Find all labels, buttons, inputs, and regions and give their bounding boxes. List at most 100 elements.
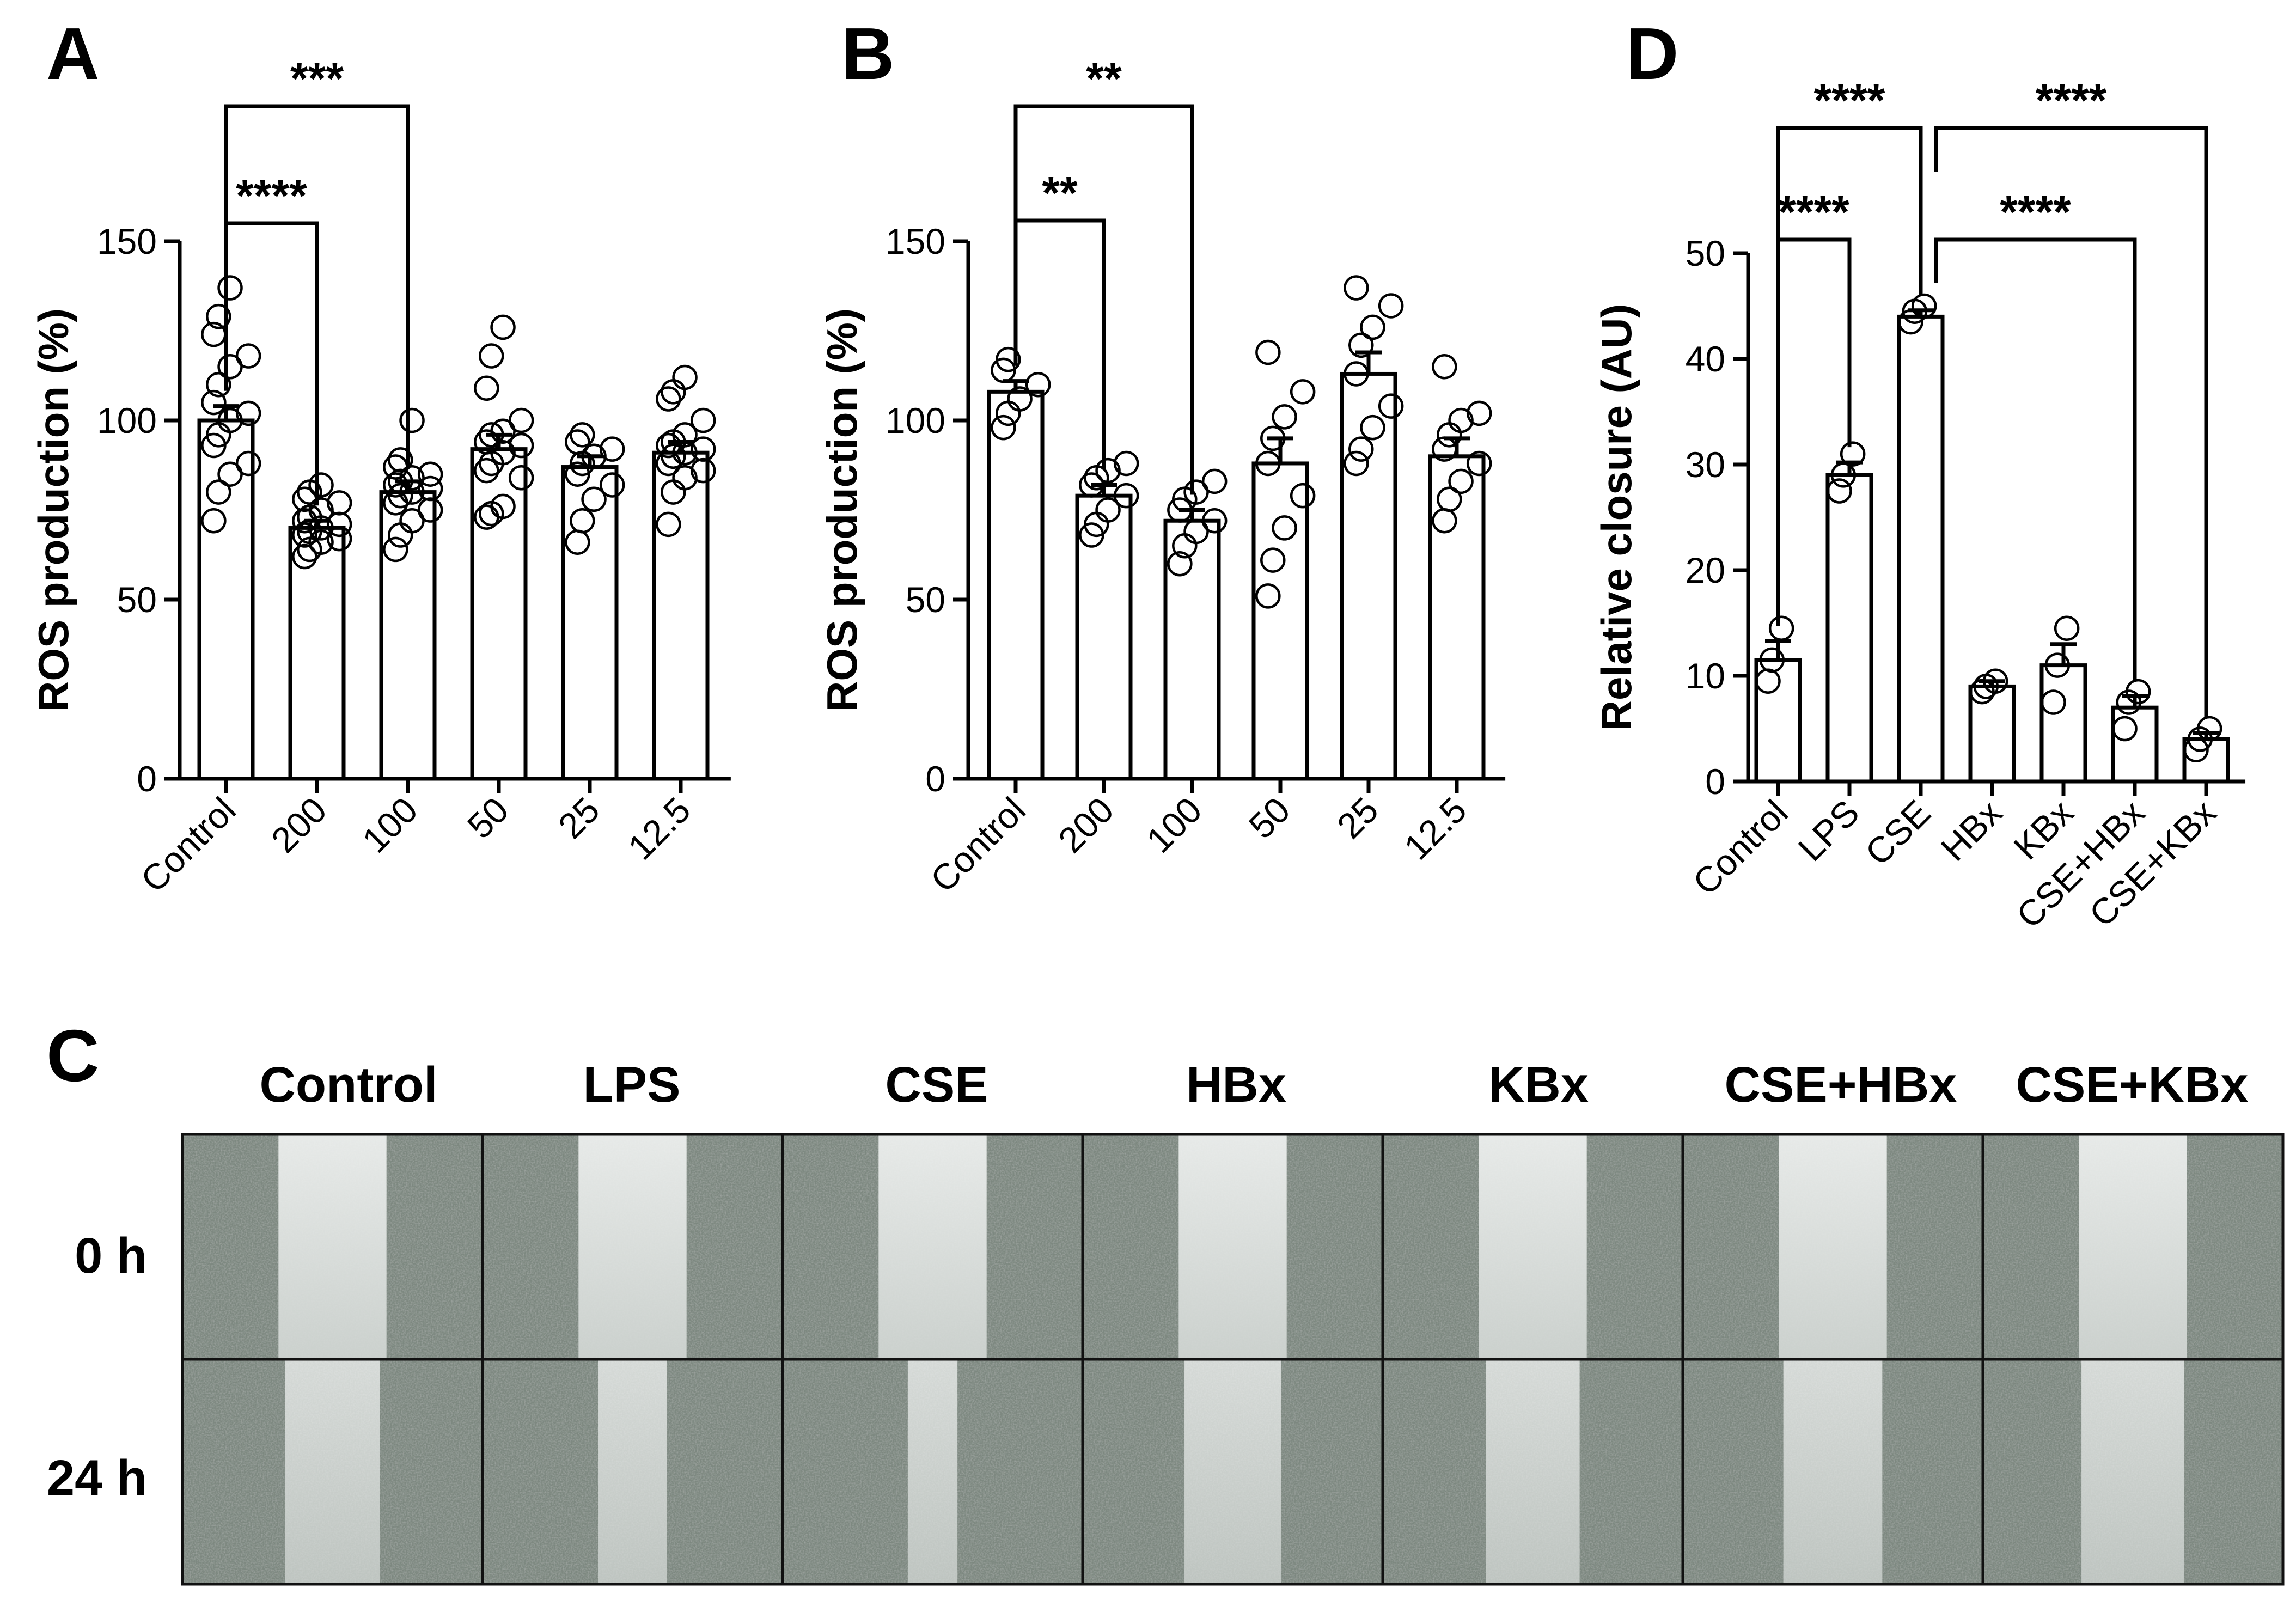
data-point <box>383 454 408 480</box>
column-heading: CSE <box>885 1057 988 1113</box>
data-point <box>206 303 231 329</box>
data-point <box>996 346 1021 372</box>
data-point <box>2041 689 2066 715</box>
data-point <box>1095 497 1121 523</box>
category-label: 25 <box>551 790 607 846</box>
data-point <box>1255 339 1281 365</box>
data-point <box>1898 309 1923 335</box>
data-point <box>1201 508 1228 534</box>
data-point <box>1448 468 1474 494</box>
column-heading: KBx <box>1488 1057 1589 1113</box>
data-point <box>690 457 716 484</box>
category-label: LPS <box>1790 792 1867 869</box>
data-point <box>1007 386 1033 412</box>
bar <box>1340 371 1397 781</box>
data-point <box>1378 293 1404 319</box>
significance-label: *** <box>290 53 344 104</box>
data-point <box>2125 679 2151 705</box>
data-point <box>217 407 243 433</box>
data-point <box>1344 450 1369 477</box>
column-heading: HBx <box>1186 1057 1286 1113</box>
data-point <box>1348 332 1374 358</box>
y-axis-title: Relative closure (AU) <box>1592 304 1640 731</box>
data-point <box>1167 551 1193 577</box>
data-point <box>690 436 716 462</box>
data-point <box>2112 716 2138 742</box>
data-point <box>570 422 595 448</box>
micrograph-image <box>781 1358 1084 1586</box>
data-point <box>1432 354 1457 380</box>
data-point <box>206 371 231 398</box>
data-point <box>1759 647 1785 673</box>
data-point <box>581 443 607 469</box>
wound-gap <box>2081 1359 2184 1584</box>
category-label: 12.5 <box>1396 790 1474 868</box>
bar <box>1897 314 1945 784</box>
data-point <box>235 343 261 369</box>
data-point <box>1466 400 1492 426</box>
y-axis-title: ROS production (%) <box>29 308 77 712</box>
data-point <box>235 400 261 426</box>
data-point <box>292 522 317 548</box>
data-point <box>1466 450 1492 477</box>
data-point <box>1260 547 1286 573</box>
wound-gap <box>878 1134 987 1359</box>
data-point <box>1113 450 1139 477</box>
wound-gap <box>598 1359 667 1584</box>
significance-label: **** <box>2000 186 2071 237</box>
micrograph-image <box>1081 1358 1384 1586</box>
y-tick-label: 10 <box>1686 656 1725 696</box>
y-tick-label: 50 <box>906 579 945 620</box>
significance-label: ** <box>1086 53 1122 104</box>
micrograph-image <box>181 1133 484 1361</box>
row-heading: 24 h <box>47 1450 147 1506</box>
data-point <box>599 472 625 498</box>
y-tick-label: 100 <box>886 400 945 441</box>
data-point <box>599 436 625 462</box>
significance-label: **** <box>2036 75 2107 126</box>
data-point <box>1911 293 1937 319</box>
chart-panel-a: 0 50 100 150 ROS production (%) Control 200 100… <box>29 53 731 900</box>
category-label: 50 <box>1241 790 1298 846</box>
data-point <box>479 422 504 448</box>
micrograph-image <box>1381 1133 1684 1361</box>
micrograph-image <box>781 1133 1084 1361</box>
category-label: Control <box>923 790 1033 900</box>
data-point <box>1183 479 1209 505</box>
micrograph-image <box>1981 1358 2285 1586</box>
y-axis-title: ROS production (%) <box>818 308 866 712</box>
data-point <box>1840 441 1866 467</box>
y-tick-label: 0 <box>925 759 945 799</box>
data-point <box>308 472 334 498</box>
data-point <box>565 429 590 455</box>
data-point <box>1272 404 1297 430</box>
micrograph-image <box>481 1358 784 1586</box>
data-point <box>1290 483 1316 509</box>
significance-label: ** <box>1042 167 1078 218</box>
y-tick-label: 50 <box>1686 233 1725 273</box>
data-point <box>1432 436 1457 462</box>
data-point <box>581 486 607 512</box>
y-tick-label: 150 <box>886 221 945 261</box>
data-point <box>388 447 413 473</box>
wound-gap <box>1486 1359 1580 1584</box>
category-label: 12.5 <box>620 790 698 868</box>
category-label: 200 <box>1051 790 1121 860</box>
data-point <box>206 479 231 505</box>
significance-bracket <box>1934 126 2208 718</box>
data-point <box>672 364 698 390</box>
panel-label-c: C <box>46 1015 100 1097</box>
data-point <box>490 493 516 520</box>
data-point <box>399 407 425 433</box>
data-point <box>2054 615 2080 641</box>
micrograph-image <box>181 1358 484 1586</box>
data-point <box>383 536 408 563</box>
bar <box>1825 473 1873 784</box>
bar <box>1163 518 1221 781</box>
data-point <box>1344 275 1369 301</box>
data-point <box>383 472 408 498</box>
data-point <box>508 432 534 459</box>
data-point <box>1360 414 1385 441</box>
data-point <box>690 407 716 433</box>
